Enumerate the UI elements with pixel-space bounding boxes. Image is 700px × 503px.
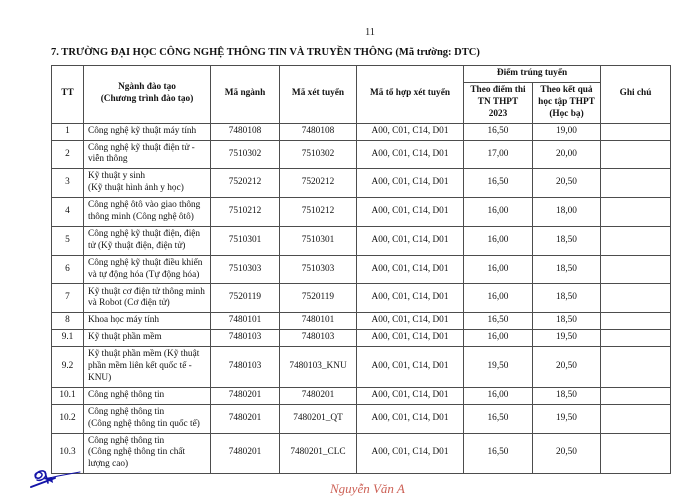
svg-text:Nguyễn Văn A: Nguyễn Văn A — [330, 481, 405, 496]
